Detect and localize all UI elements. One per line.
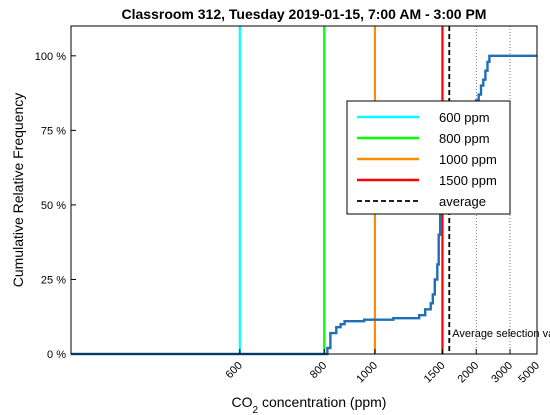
legend-label: 1000 ppm — [439, 152, 497, 167]
x-tick-label: 1000 — [354, 360, 380, 386]
x-tick-label: 3000 — [489, 360, 515, 386]
y-axis-label: Cumulative Relative Frequency — [10, 93, 26, 288]
y-tick-label: 0 % — [47, 349, 66, 361]
x-axis-label-rest: concentration (ppm) — [258, 394, 386, 410]
legend-box — [346, 100, 511, 215]
legend-label: 800 ppm — [439, 131, 490, 146]
legend-label: average — [439, 194, 486, 209]
average-selection-annotation: Average selection value — [452, 328, 550, 340]
y-tick-label: 75 % — [41, 125, 66, 137]
plot-frame — [70, 25, 538, 355]
y-tick-label: 100 % — [35, 51, 66, 63]
legend: 600 ppm 800 ppm 1000 ppm 1500 ppm average — [346, 100, 511, 215]
legend-label: 1500 ppm — [439, 173, 497, 188]
x-tick-label: 2000 — [456, 360, 482, 386]
x-axis-label-main: CO — [232, 394, 253, 410]
x-axis-label: CO2 concentration (ppm) — [232, 394, 387, 415]
x-tick-label: 1500 — [422, 360, 448, 386]
legend-label: 600 ppm — [439, 110, 490, 125]
x-axis-label-subscript: 2 — [253, 405, 259, 415]
x-tick-label: 800 — [308, 360, 329, 381]
x-tick-label: 5000 — [516, 360, 542, 386]
chart-title: Classroom 312, Tuesday 2019-01-15, 7:00 … — [122, 6, 487, 22]
x-tick-label: 600 — [223, 360, 244, 381]
y-tick-label: 25 % — [41, 274, 66, 286]
y-tick-label: 50 % — [41, 200, 66, 212]
axis-ticks: 600 800 1000 1500 2000 3000 5000 0 % 25 % 50 % 75 … — [35, 51, 542, 386]
